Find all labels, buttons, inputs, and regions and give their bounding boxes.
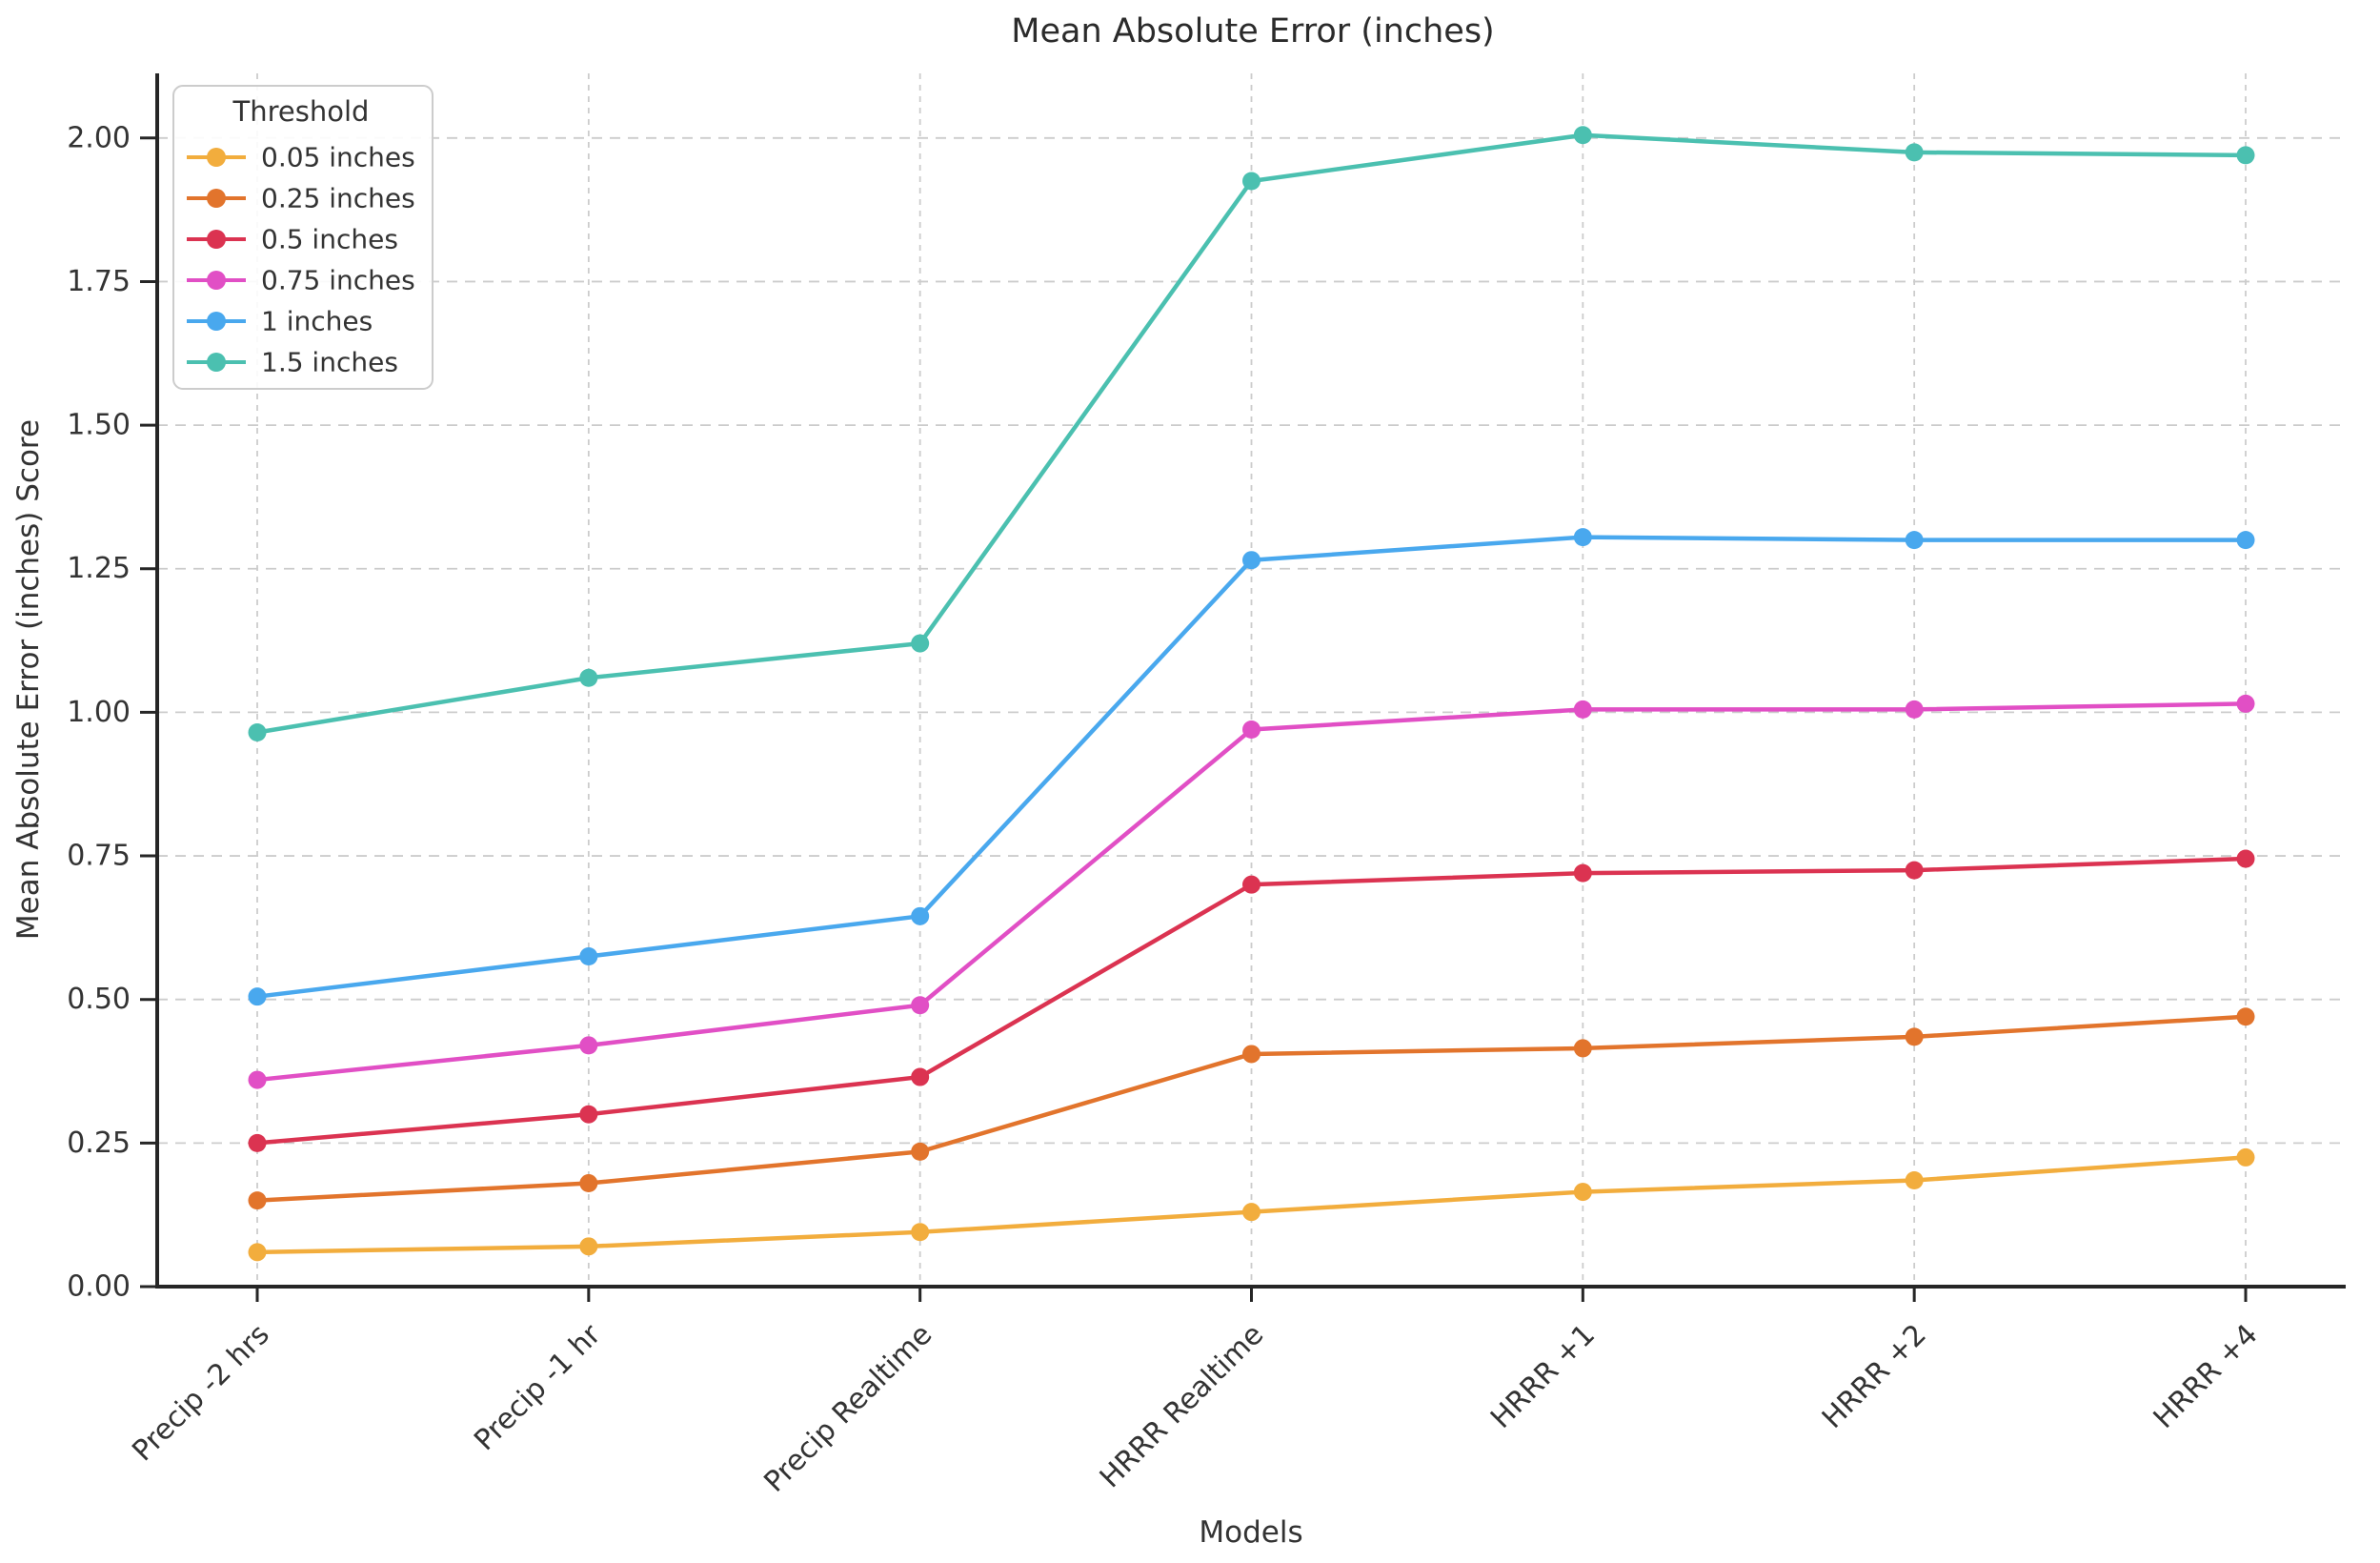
data-point — [248, 722, 267, 741]
data-point — [1573, 1039, 1592, 1058]
data-point — [579, 1174, 598, 1193]
data-point — [1905, 143, 1924, 162]
data-point — [2236, 849, 2255, 868]
data-point — [248, 987, 267, 1006]
legend-swatch-dot — [207, 271, 226, 290]
legend-swatch-dot — [207, 353, 226, 372]
data-point — [579, 668, 598, 687]
data-point — [1573, 126, 1592, 145]
x-tick-label: Precip -1 hr — [468, 1317, 608, 1457]
y-tick-label: 1.75 — [67, 265, 131, 298]
legend-entry-label: 0.5 inches — [261, 224, 398, 255]
data-point — [2236, 1147, 2255, 1167]
series-line — [254, 535, 2249, 999]
data-point — [1242, 720, 1261, 739]
x-tick-label: HRRR +1 — [1484, 1318, 1602, 1435]
legend-title: Threshold — [232, 95, 370, 128]
data-point — [1905, 700, 1924, 719]
legend-swatch-dot — [207, 148, 226, 167]
legend-swatch-dot — [207, 230, 226, 249]
data-point — [911, 1067, 930, 1086]
y-tick-label: 1.50 — [67, 409, 131, 442]
legend-entry-label: 0.25 inches — [261, 183, 415, 214]
data-point — [248, 1070, 267, 1089]
data-point — [579, 1237, 598, 1256]
x-tick-label: HRRR +4 — [2148, 1318, 2265, 1435]
data-point — [2236, 1007, 2255, 1026]
y-tick-label: 0.00 — [67, 1270, 131, 1304]
data-point — [1242, 875, 1261, 894]
x-axis-label: Models — [1199, 1515, 1302, 1550]
data-point — [579, 947, 598, 966]
y-axis-label: Mean Absolute Error (inches) Score — [11, 419, 46, 940]
data-point — [2236, 146, 2255, 165]
data-point — [1242, 172, 1261, 191]
data-point — [911, 1142, 930, 1161]
legend: Threshold 0.05 inches 0.25 inches 0.5 inche… — [172, 85, 434, 390]
data-point — [2236, 531, 2255, 550]
data-point — [1242, 551, 1261, 570]
legend-entry-label: 0.75 inches — [261, 265, 415, 296]
data-point — [579, 1105, 598, 1124]
data-point — [579, 1036, 598, 1055]
data-point — [1905, 1027, 1924, 1046]
x-tick-label: HRRR Realtime — [1094, 1318, 1270, 1494]
legend-swatch-dot — [207, 312, 226, 331]
x-tick-label: Precip Realtime — [757, 1318, 938, 1499]
data-point — [1905, 1171, 1924, 1190]
data-point — [1573, 863, 1592, 883]
y-tick-label: 2.00 — [67, 121, 131, 154]
data-point — [1242, 1203, 1261, 1222]
data-point — [911, 634, 930, 653]
axes — [140, 73, 2346, 1302]
legend-swatch-dot — [207, 189, 226, 208]
data-point — [2236, 694, 2255, 713]
data-point — [911, 996, 930, 1015]
legend-entry-label: 0.05 inches — [261, 142, 415, 173]
y-tick-label: 1.00 — [67, 696, 131, 729]
data-point — [1905, 531, 1924, 550]
y-tick-label: 0.25 — [67, 1127, 131, 1160]
data-point — [248, 1133, 267, 1152]
data-point — [248, 1191, 267, 1210]
data-point — [911, 906, 930, 925]
data-point — [1242, 1045, 1261, 1064]
legend-entry-label: 1 inches — [261, 306, 373, 337]
series-lines — [248, 126, 2255, 1262]
data-point — [1573, 1183, 1592, 1202]
legend-entry-label: 1.5 inches — [261, 347, 398, 378]
y-tick-label: 0.75 — [67, 840, 131, 873]
data-point — [1573, 528, 1592, 547]
x-tick-label: HRRR +2 — [1816, 1318, 1933, 1435]
gridlines — [157, 73, 2346, 1288]
data-point — [1573, 700, 1592, 719]
y-tick-label: 1.25 — [67, 552, 131, 585]
x-tick-label: Precip -2 hrs — [126, 1318, 275, 1468]
data-point — [248, 1243, 267, 1262]
data-point — [1905, 861, 1924, 880]
y-tick-label: 0.50 — [67, 983, 131, 1016]
chart-title: Mean Absolute Error (inches) — [1011, 12, 1494, 51]
data-point — [911, 1223, 930, 1242]
legend-box — [172, 85, 434, 390]
